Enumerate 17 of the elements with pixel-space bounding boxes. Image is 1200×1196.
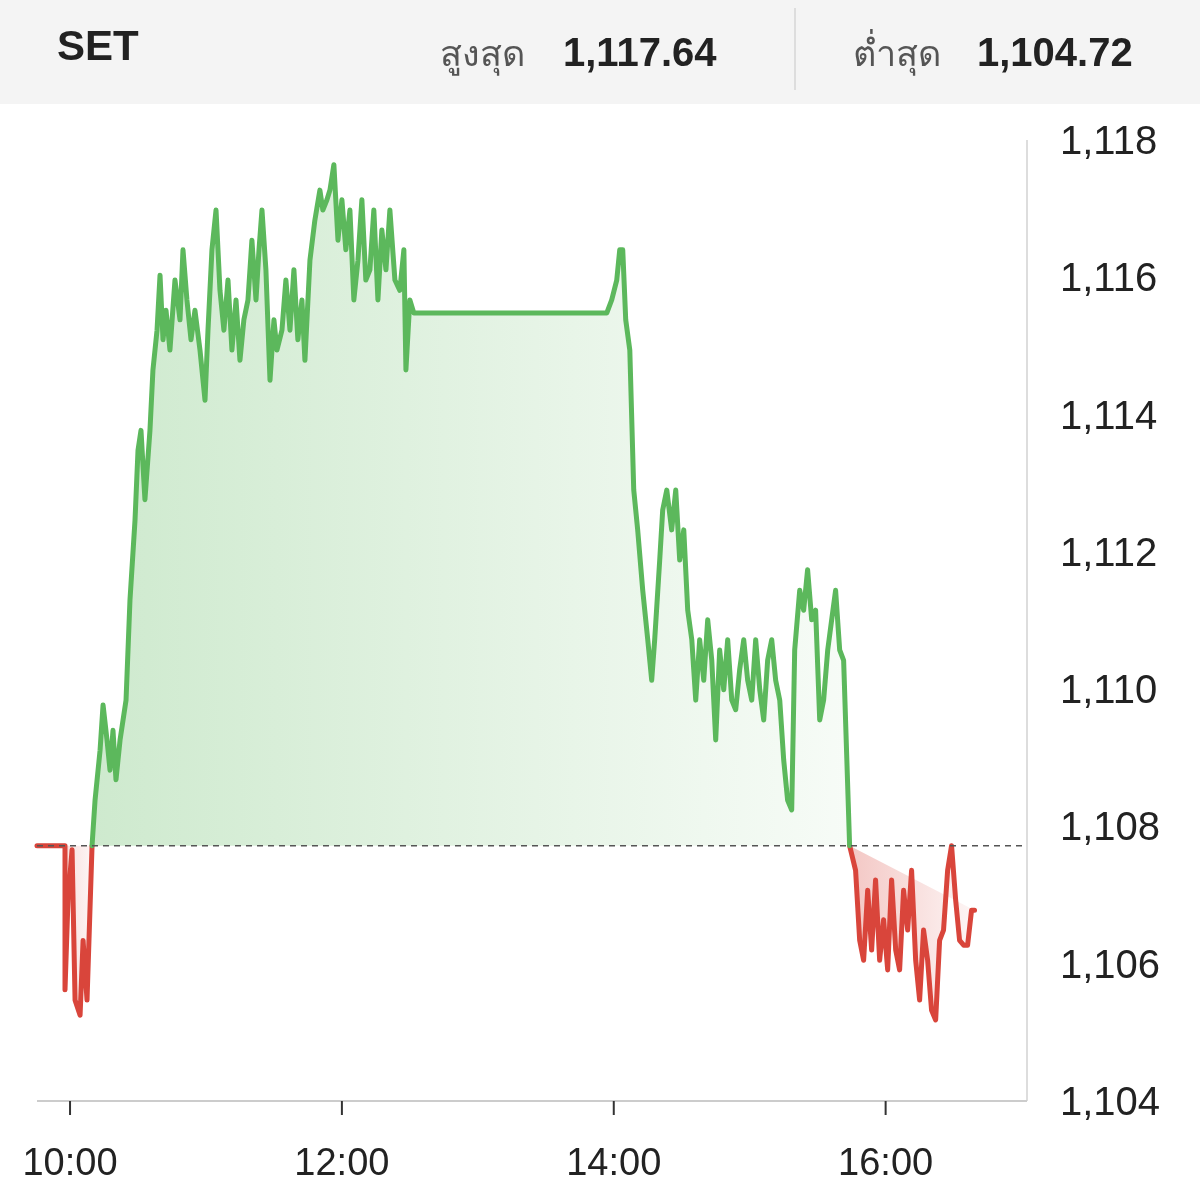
- y-tick-label: 1,104: [1060, 1079, 1161, 1123]
- y-tick-label: 1,118: [1060, 118, 1158, 162]
- x-tick-label: 10:00: [22, 1141, 118, 1183]
- text: สูงสุด: [440, 33, 525, 76]
- y-tick-label: 1,116: [1060, 255, 1158, 300]
- chart-title: SET: [57, 22, 140, 69]
- x-tick-label: 16:00: [838, 1141, 934, 1183]
- x-tick-label: 14:00: [566, 1141, 662, 1183]
- y-tick-label: 1,110: [1060, 667, 1158, 712]
- x-tick-label: 12:00: [294, 1141, 390, 1183]
- text: 1,104.72: [977, 30, 1133, 74]
- text: ต่ำสุด: [853, 29, 941, 76]
- y-tick-label: 1,108: [1060, 804, 1161, 849]
- y-tick-label: 1,112: [1060, 529, 1158, 574]
- y-tick-label: 1,114: [1060, 392, 1158, 437]
- text: 1,117.64: [563, 30, 718, 74]
- y-tick-label: 1,106: [1060, 941, 1161, 986]
